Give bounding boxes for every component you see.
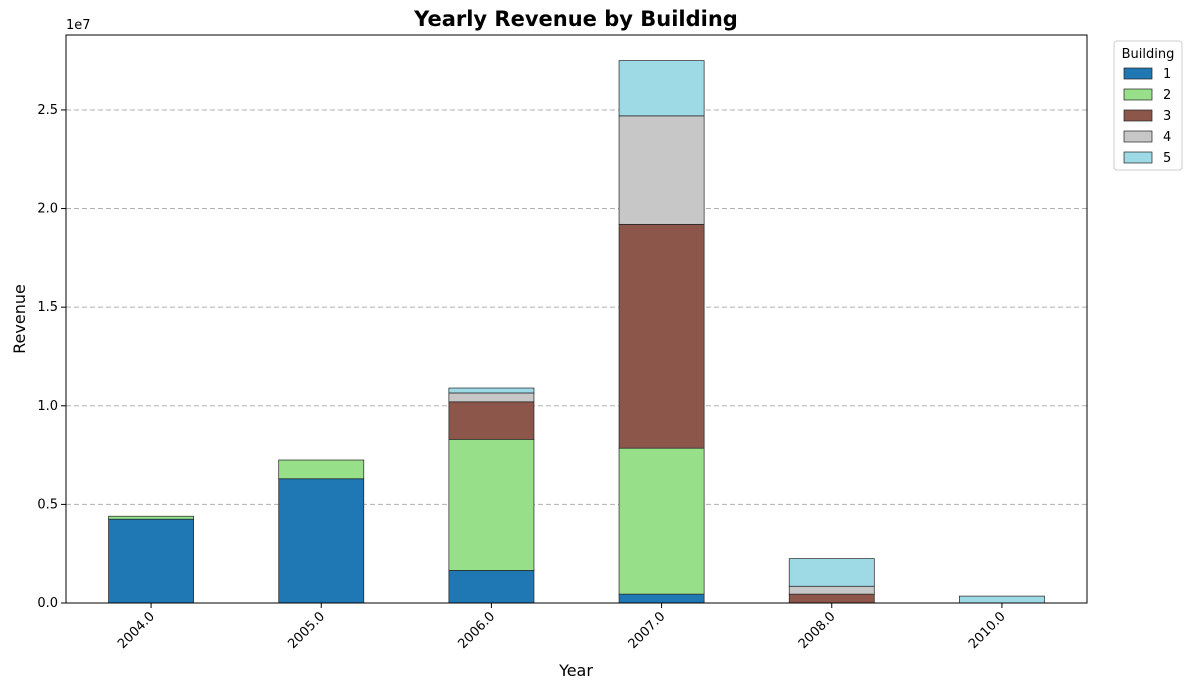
y-tick-label: 0.5: [37, 497, 58, 512]
bar-segment-building-2-2006.0: [448, 438, 535, 571]
x-tick-label: 2005.0: [285, 609, 328, 652]
legend-swatch-building-4: [1123, 130, 1153, 143]
legend-swatch-building-1: [1123, 67, 1153, 80]
bar-segment-building-2-2004.0: [108, 515, 194, 520]
bar-segment-building-5-2008.0: [788, 558, 875, 587]
bar-segment-building-3-2007.0: [618, 223, 705, 449]
x-tick-label: 2010.0: [966, 609, 1009, 652]
bar-segment-building-2-2007.0: [618, 447, 705, 595]
legend-label-building-1: 1: [1163, 67, 1171, 82]
x-tick-label: 2007.0: [626, 609, 669, 652]
legend-label-building-3: 3: [1163, 109, 1171, 124]
x-axis-title: Year: [558, 661, 593, 680]
bar-segment-building-3-2008.0: [788, 593, 875, 604]
y-tick-label: 0.0: [37, 596, 58, 611]
bar-segment-building-5-2006.0: [448, 387, 535, 394]
x-tick-label: 2006.0: [455, 609, 498, 652]
bar-segment-building-4-2008.0: [788, 585, 875, 595]
bar-segment-building-5-2010.0: [959, 595, 1045, 604]
y-axis: 0.0 0.5 1.0 1.5 2.0 2.5: [37, 103, 66, 611]
legend-items: 1 2 3 4 5: [1123, 67, 1171, 166]
bar-segment-building-4-2007.0: [618, 115, 705, 225]
bar-segment-building-1-2006.0: [448, 570, 535, 604]
y-scale-label: 1e7: [66, 18, 91, 33]
bar-segment-building-1-2004.0: [108, 518, 194, 604]
legend-title: Building: [1122, 47, 1175, 62]
x-tick-label: 2004.0: [115, 609, 158, 652]
legend-swatch-building-2: [1123, 88, 1153, 101]
legend: Building 1 2 3 4 5: [1113, 40, 1183, 171]
legend-label-building-2: 2: [1163, 88, 1171, 103]
y-tick-label: 1.5: [37, 300, 58, 315]
bar-segment-building-3-2006.0: [448, 401, 535, 440]
legend-swatch-building-3: [1123, 109, 1153, 122]
x-tick-label: 2008.0: [796, 609, 839, 652]
grid-lines: [66, 109, 1087, 505]
y-tick-label: 2.0: [37, 202, 58, 217]
bar-segment-building-2-2005.0: [278, 459, 365, 480]
legend-label-building-4: 4: [1163, 130, 1171, 145]
bar-segment-building-5-2007.0: [618, 60, 705, 117]
y-tick-label: 1.0: [37, 399, 58, 414]
legend-swatch-building-5: [1123, 151, 1153, 164]
plot-frame: [65, 34, 1088, 604]
y-tick-label: 2.5: [37, 103, 58, 118]
bars-group: [108, 60, 1045, 604]
y-axis-title: Revenue: [10, 284, 29, 354]
bar-segment-building-1-2007.0: [618, 593, 705, 604]
x-axis: 2004.0 2005.0 2006.0 2007.0 2008.0 2010.0: [115, 603, 1009, 652]
bar-segment-building-1-2005.0: [278, 478, 365, 604]
bar-segment-building-4-2006.0: [448, 392, 535, 403]
chart-title: Yearly Revenue by Building: [413, 7, 738, 31]
legend-label-building-5: 5: [1163, 151, 1171, 166]
